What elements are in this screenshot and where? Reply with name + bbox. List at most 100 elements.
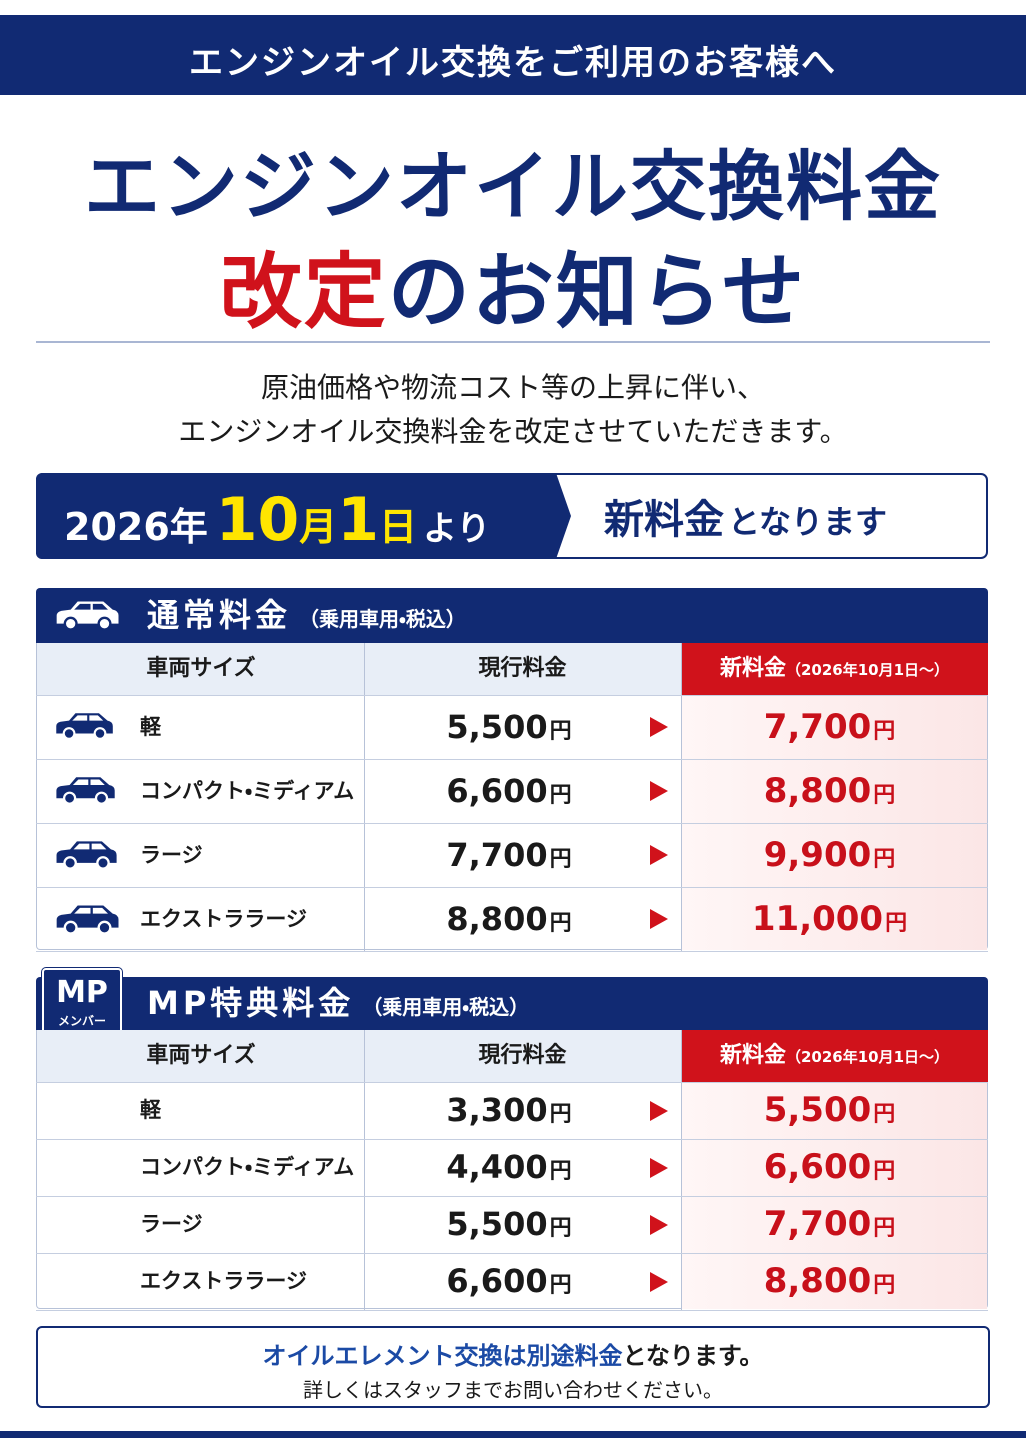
note-highlight: オイルエレメント交換は別途料金 — [262, 1342, 623, 1370]
arrow-icon — [650, 1271, 668, 1292]
car-window — [73, 843, 107, 850]
table-frame — [36, 643, 988, 950]
price-unit: 円 — [549, 847, 572, 872]
car-icon — [56, 841, 117, 870]
divider — [36, 341, 990, 343]
arrow-shape — [650, 717, 668, 737]
price-unit: 円 — [885, 911, 908, 936]
car-icon — [56, 601, 119, 631]
arrow — [650, 781, 668, 805]
new-fee: 新料金 — [604, 497, 724, 543]
car-icon-holder — [52, 902, 122, 941]
current-amount: 6,600 — [446, 772, 548, 810]
col-new-label: 新料金 — [719, 656, 786, 681]
price-unit: 円 — [873, 1159, 896, 1184]
new-fee-text: 新料金 となります — [604, 480, 887, 560]
arrow — [650, 1271, 668, 1296]
car-wheel — [62, 791, 77, 805]
new-price: 11,000円 — [681, 887, 978, 951]
row-divider — [36, 1196, 988, 1197]
arrow — [650, 1214, 668, 1239]
intro: 原油価格や物流コスト等の上昇に伴い、 エンジンオイル交換料金を改定させていただき… — [0, 366, 1026, 454]
price-unit: 円 — [549, 1273, 572, 1298]
current-amount: 5,500 — [446, 1205, 548, 1243]
arrow — [650, 1157, 668, 1182]
col-new-label: 新料金 — [719, 1043, 786, 1068]
new-amount: 8,800 — [763, 1261, 872, 1301]
current-price: 7,700円 — [364, 823, 654, 887]
car-window — [74, 603, 108, 610]
car-icon — [56, 777, 115, 805]
banner-text: エンジンオイル交換をご利用のお客様へ — [189, 43, 837, 83]
car-window — [74, 907, 108, 914]
note-box: オイルエレメント交換は別途料金となります。 詳しくはスタッフまでお問い合わせくだ… — [36, 1326, 990, 1408]
arrow-icon — [650, 1100, 668, 1121]
price-unit: 円 — [549, 783, 572, 808]
new-amount: 7,700 — [763, 707, 872, 747]
table-frame — [36, 1030, 988, 1309]
arrow — [650, 909, 668, 933]
col-header-bg — [37, 1030, 681, 1082]
arrow-icon — [650, 845, 668, 865]
current-price: 6,600円 — [364, 1253, 654, 1310]
top-banner: エンジンオイル交換をご利用のお客様へ — [0, 15, 1026, 95]
col-header: 現行料金 — [478, 656, 567, 681]
arrow-icon — [650, 781, 668, 801]
car-icon-holder — [52, 838, 120, 876]
title-highlight: 改定 — [219, 245, 388, 340]
row-divider — [36, 951, 988, 952]
current-amount: 8,800 — [446, 900, 548, 938]
car-window — [72, 715, 104, 721]
current-price: 3,300円 — [364, 1082, 654, 1139]
vehicle-size: ラージ — [140, 843, 203, 867]
vehicle-size: 軽 — [140, 715, 161, 739]
row-divider — [36, 1139, 988, 1140]
price-unit: 円 — [549, 1102, 572, 1127]
new-fee-rest: となります — [728, 503, 888, 541]
title-line1: エンジンオイル交換料金 — [84, 142, 942, 231]
new-col-bg — [681, 695, 987, 950]
intro-line: エンジンオイル交換料金を改定させていただきます。 — [178, 415, 848, 448]
car-wheel — [63, 920, 78, 935]
price-unit: 円 — [549, 911, 572, 936]
col-new-note: （2026年10月1日～） — [785, 661, 950, 679]
title-rest: のお知らせ — [387, 245, 807, 340]
price-unit: 円 — [873, 1216, 896, 1241]
new-price: 8,800円 — [681, 759, 978, 823]
current-amount: 7,700 — [446, 836, 548, 874]
title-line2: 改定のお知らせ — [0, 225, 1026, 344]
new-price: 5,500円 — [681, 1082, 978, 1139]
new-col-header-bg — [681, 1030, 988, 1082]
section-header — [36, 977, 988, 1030]
arrow-icon — [650, 1157, 668, 1178]
badge-text: MP — [56, 975, 108, 1010]
current-amount: 6,600 — [446, 1262, 548, 1300]
badge-sub: メンバー — [57, 1014, 106, 1028]
section-note: （乗用車用・税込） — [299, 607, 466, 631]
col-header: 現行料金 — [478, 1043, 567, 1068]
price-unit: 円 — [549, 719, 572, 744]
intro-line: 原油価格や物流コスト等の上昇に伴い、 — [260, 371, 765, 404]
arrow-shape — [650, 781, 668, 801]
car-wheel — [97, 920, 112, 935]
row-divider — [36, 887, 988, 888]
date-day-unit: 日 — [379, 505, 418, 549]
current-price: 6,600円 — [364, 759, 654, 823]
section-title-row: 通常料金 （乗用車用・税込） — [147, 588, 466, 643]
col-header: 車両サイズ — [146, 1043, 256, 1068]
banner-left — [36, 473, 571, 559]
col-divider — [681, 1030, 682, 1310]
col-divider — [364, 643, 365, 951]
vehicle-size: エクストララージ — [140, 907, 307, 931]
arrow-shape — [650, 1214, 668, 1235]
arrow — [650, 717, 668, 741]
row-divider — [36, 1082, 988, 1083]
col-header-new: 新料金（2026年10月1日～） — [681, 643, 988, 695]
new-price: 7,700円 — [681, 695, 978, 759]
note-line1: オイルエレメント交換は別途料金となります。 — [38, 1336, 988, 1371]
mp-badge: MP メンバー — [42, 968, 122, 1040]
car-wheel — [97, 616, 112, 631]
car-icon — [56, 905, 119, 935]
date-year: 2026年 — [64, 505, 208, 549]
col-header-bg — [37, 643, 681, 695]
